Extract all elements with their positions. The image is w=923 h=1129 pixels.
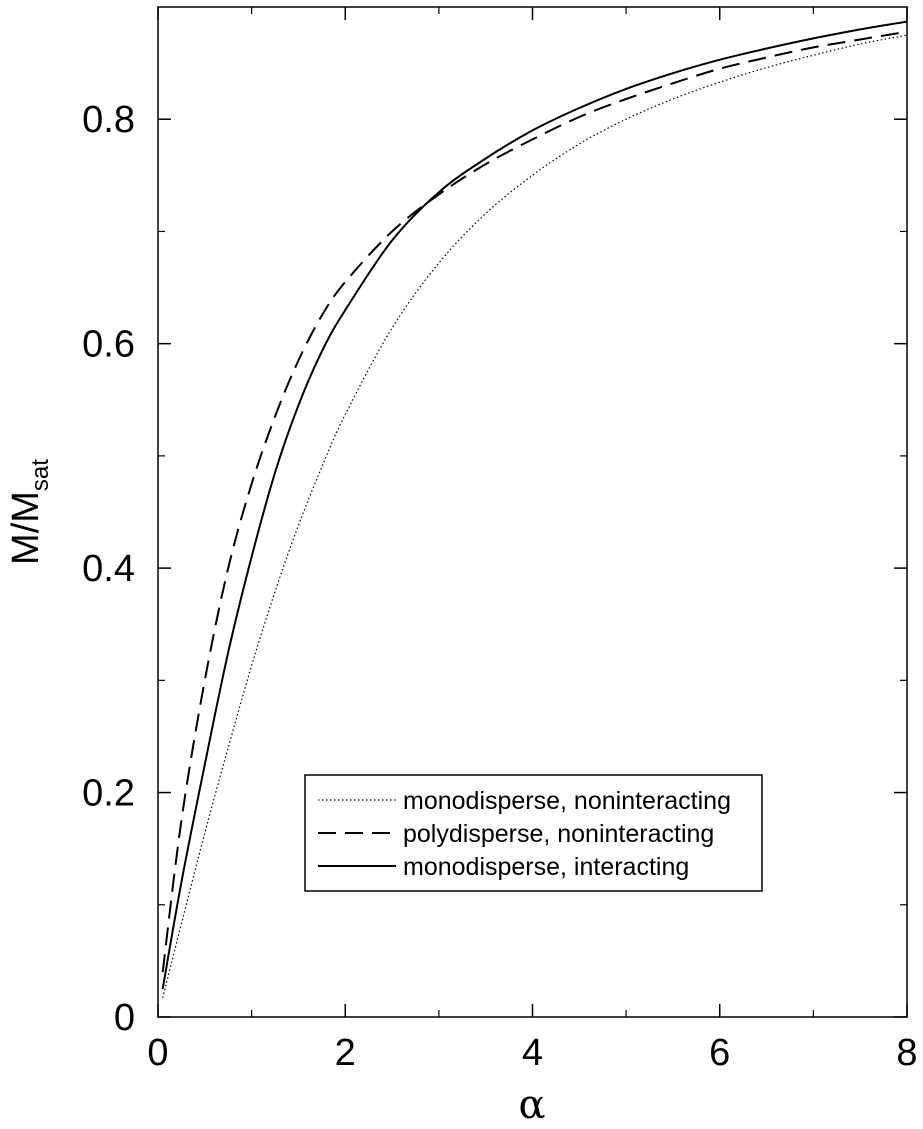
x-tick-label-2: 2 xyxy=(335,1032,356,1074)
y-axis-label: M/Msat xyxy=(5,459,54,565)
legend: monodisperse, noninteracting polydispers… xyxy=(305,775,762,891)
y-axis-label-main: M/M xyxy=(5,491,47,565)
x-tick-label-8: 8 xyxy=(896,1032,917,1074)
legend-label-polydisperse-noninteracting: polydisperse, noninteracting xyxy=(403,820,714,848)
tick-labels: 0 2 4 6 8 0 0.2 0.4 0.6 0.8 xyxy=(82,99,917,1074)
x-axis-label: α xyxy=(518,1082,545,1128)
y-tick-label-0.8: 0.8 xyxy=(82,99,135,141)
legend-label-monodisperse-noninteracting: monodisperse, noninteracting xyxy=(403,787,731,815)
y-axis-label-sub: sat xyxy=(27,459,54,491)
x-tick-label-0: 0 xyxy=(147,1032,168,1074)
y-tick-label-0.6: 0.6 xyxy=(82,324,135,366)
x-tick-label-6: 6 xyxy=(709,1032,730,1074)
y-tick-label-0: 0 xyxy=(114,997,135,1039)
y-tick-label-0.2: 0.2 xyxy=(82,773,135,815)
legend-label-monodisperse-interacting: monodisperse, interacting xyxy=(403,853,689,881)
y-tick-label-0.4: 0.4 xyxy=(82,548,135,590)
x-tick-label-4: 4 xyxy=(522,1032,543,1074)
